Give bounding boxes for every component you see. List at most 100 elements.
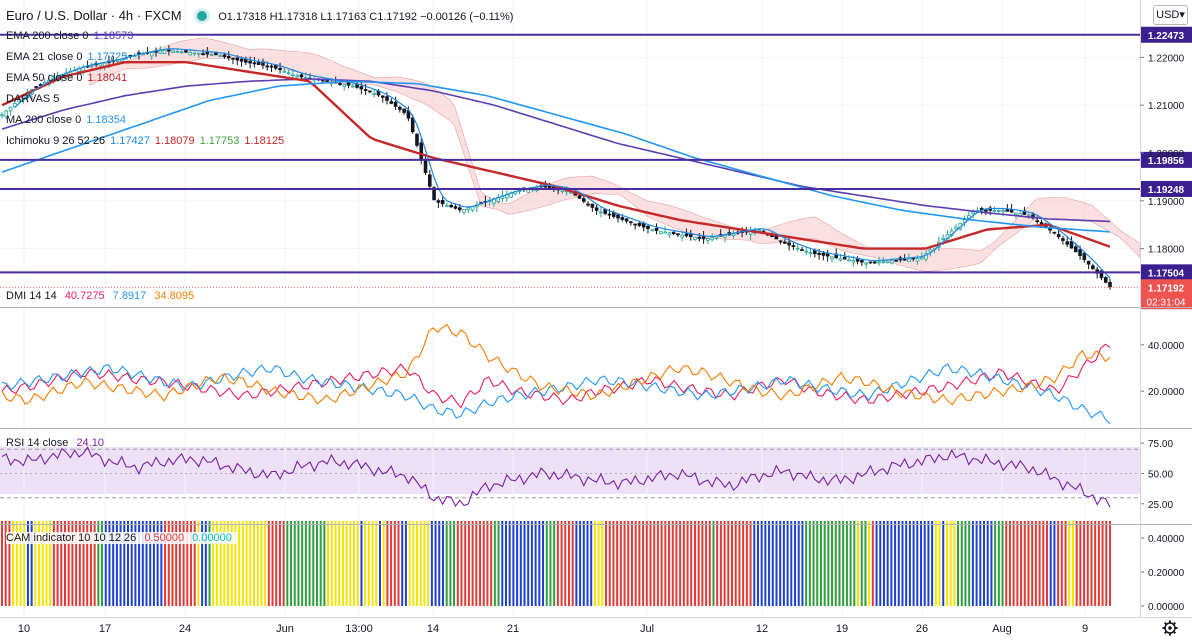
horizontal-levels[interactable]: 1.22473 1.19856 1.19248 1.17504 1.17192 02:31… xyxy=(0,26,1192,310)
indicator-row-2[interactable]: EMA 21 close 0 1.17725 xyxy=(6,51,132,63)
price-tick-label: 1.22000 xyxy=(1148,53,1185,64)
rsi-tick-label: 25.00 xyxy=(1148,500,1173,511)
indicator-label: DARVAS 5 xyxy=(6,93,60,105)
rsi-legend[interactable]: RSI 14 close 24.10 xyxy=(6,437,109,449)
candle xyxy=(650,229,655,232)
candle xyxy=(226,51,231,61)
candle xyxy=(671,231,676,236)
candle xyxy=(954,223,958,231)
level-price-label: 1.22473 xyxy=(1148,31,1185,42)
symbol-header[interactable]: Euro / U.S. Dollar · 4h · FXCM O1.17318 … xyxy=(6,8,513,23)
candle xyxy=(1103,276,1108,284)
candle xyxy=(402,108,406,115)
candle xyxy=(783,239,787,244)
candle xyxy=(410,114,415,134)
rsi-tick-label: 75.00 xyxy=(1148,439,1173,450)
dmi-line xyxy=(1,343,1111,409)
candle xyxy=(440,196,445,207)
currency-button[interactable]: USD▾ xyxy=(1153,5,1188,25)
level-price-tag xyxy=(1141,180,1192,197)
price-tick-label: 1.21000 xyxy=(1148,101,1185,112)
candle xyxy=(445,202,449,208)
candle xyxy=(209,52,214,56)
candle xyxy=(701,231,706,245)
candle xyxy=(693,236,697,242)
dmi-legend[interactable]: DMI 14 14 40.7275 7.8917 34.8095 xyxy=(6,290,199,302)
candle xyxy=(282,67,287,73)
candle xyxy=(398,105,402,113)
candle xyxy=(697,232,702,242)
dmi-pane: 40.0000 20.0000 xyxy=(1,323,1185,425)
candle xyxy=(248,56,252,69)
candle xyxy=(992,206,997,213)
candle xyxy=(201,49,205,56)
candle xyxy=(372,89,376,98)
candle xyxy=(196,52,201,58)
dmi-value-1: 40.7275 xyxy=(64,290,105,302)
cam-legend[interactable]: CAM indicator 10 10 12 26 0.50000 0.0000… xyxy=(6,532,237,544)
candle xyxy=(462,209,466,215)
candle xyxy=(192,52,197,56)
price-tick-label: 1.18000 xyxy=(1148,245,1185,256)
last-price-label: 1.17192 xyxy=(1148,283,1185,294)
candle xyxy=(273,65,278,71)
candle xyxy=(359,81,364,95)
ma-line xyxy=(1,78,1111,223)
gear-icon[interactable] xyxy=(1162,620,1178,636)
candle xyxy=(1082,251,1087,263)
candle xyxy=(338,82,342,86)
candle xyxy=(599,206,603,218)
cam-tick-label: 0.40000 xyxy=(1148,534,1185,545)
indicator-value: 1.17753 xyxy=(199,135,240,147)
candle xyxy=(633,223,637,230)
market-status-icon xyxy=(196,11,207,21)
dmi-line xyxy=(1,363,1111,425)
candle xyxy=(393,96,398,110)
candle xyxy=(830,256,834,263)
candle xyxy=(872,261,877,265)
indicator-row-6[interactable]: Ichimoku 9 26 52 26 1.17427 1.18079 1.17753… xyxy=(6,135,289,147)
candle xyxy=(1065,236,1070,247)
level-price-tag xyxy=(1141,151,1192,168)
candle xyxy=(804,247,809,256)
level-price-label: 1.19856 xyxy=(1148,156,1185,167)
indicator-value: 1.18079 xyxy=(154,135,195,147)
indicator-row-4[interactable]: DARVAS 5 xyxy=(6,93,64,105)
candle xyxy=(637,221,642,227)
last-price-tag xyxy=(1141,279,1192,310)
candle xyxy=(436,198,441,208)
candle xyxy=(654,223,659,235)
indicator-value: 1.18573 xyxy=(93,30,134,42)
dmi-label: DMI 14 14 xyxy=(6,290,57,302)
candle xyxy=(278,62,282,74)
candle xyxy=(389,98,394,105)
pane-separators[interactable] xyxy=(0,307,1192,525)
candle xyxy=(590,203,595,212)
candle xyxy=(415,133,419,148)
rsi-line xyxy=(1,446,1111,508)
candle xyxy=(676,233,680,238)
candle xyxy=(1069,236,1074,249)
indicator-value: 1.17725 xyxy=(87,51,128,63)
indicator-value: 1.18041 xyxy=(87,72,128,84)
ma-line xyxy=(1,80,1111,233)
candle xyxy=(162,49,167,54)
time-tick-label: 12 xyxy=(756,623,768,635)
indicator-row-3[interactable]: EMA 50 close 0 1.18041 xyxy=(6,72,132,84)
rsi-value: 24.10 xyxy=(76,437,104,449)
candle xyxy=(731,229,736,239)
ohlc-readout: O1.17318 H1.17318 L1.17163 C1.17192 −0.0… xyxy=(218,11,514,23)
time-tick-label: 10 xyxy=(18,623,30,635)
time-tick-label: 17 xyxy=(99,623,111,635)
candle xyxy=(646,224,650,234)
candle xyxy=(427,169,432,189)
candle xyxy=(967,211,971,219)
candle xyxy=(919,252,924,260)
indicator-row-1[interactable]: EMA 200 close 0 1.18573 xyxy=(6,30,138,42)
indicator-row-5[interactable]: MA 200 close 0 1.18354 xyxy=(6,114,131,126)
candle xyxy=(368,90,372,94)
dmi-value-2: 7.8917 xyxy=(112,290,147,302)
grid xyxy=(0,0,1140,617)
